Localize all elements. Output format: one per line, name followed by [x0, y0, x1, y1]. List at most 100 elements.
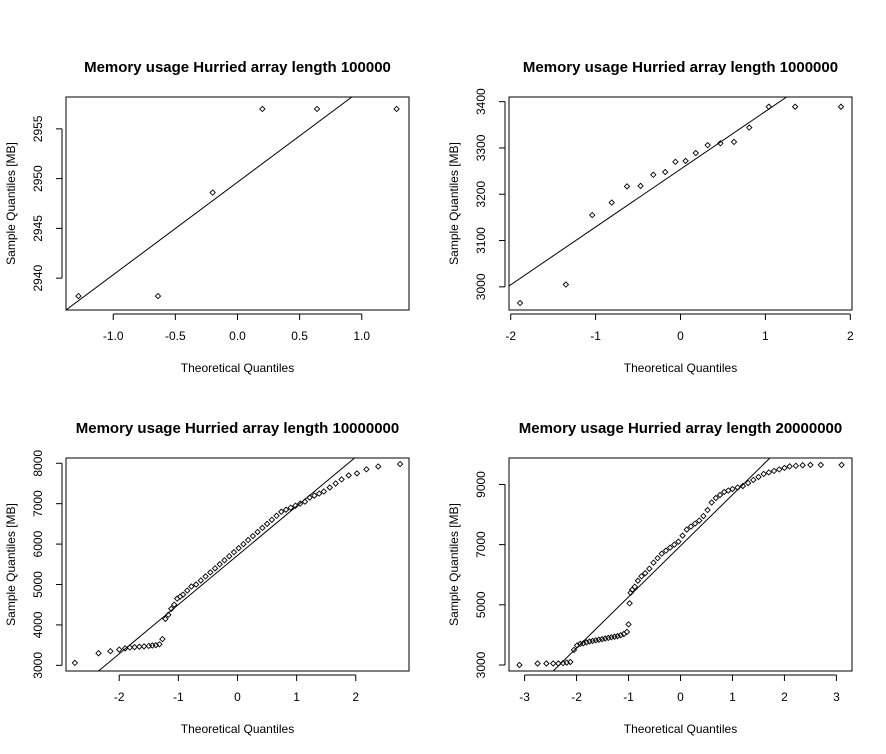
- data-point: [562, 281, 570, 288]
- data-point: [296, 500, 304, 507]
- data-point: [516, 299, 524, 307]
- data-point: [301, 498, 309, 505]
- data-point: [608, 199, 615, 206]
- data-point: [662, 547, 670, 554]
- y-tick-label: 7000: [31, 490, 45, 517]
- data-point: [641, 569, 649, 577]
- data-point: [162, 615, 169, 623]
- y-tick-label: 2955: [31, 115, 45, 142]
- data-point: [637, 182, 644, 190]
- x-tick-label: 2: [847, 329, 854, 343]
- qq-reference-line: [66, 97, 353, 310]
- data-point: [576, 640, 584, 648]
- data-point: [623, 628, 631, 636]
- qq-reference-line: [552, 458, 771, 671]
- data-point: [396, 460, 404, 468]
- data-point: [592, 637, 600, 644]
- data-point: [646, 565, 653, 572]
- y-tick-label: 3400: [474, 88, 488, 115]
- data-point: [115, 646, 123, 653]
- data-point: [230, 548, 238, 556]
- data-point: [654, 554, 661, 562]
- data-point: [729, 485, 736, 493]
- data-point: [235, 544, 242, 552]
- x-tick-label: 0: [677, 329, 684, 343]
- data-point: [168, 605, 175, 612]
- data-point: [156, 641, 163, 648]
- data-point: [716, 491, 724, 499]
- x-tick-label: -1: [173, 690, 184, 704]
- data-point: [765, 103, 773, 110]
- x-axis-label: Theoretical Quantiles: [181, 722, 294, 736]
- data-point: [744, 479, 752, 487]
- data-point: [326, 484, 333, 491]
- x-tick-label: -1: [623, 690, 634, 704]
- y-axis-label: Sample Quantiles [MB]: [447, 503, 461, 626]
- data-point: [589, 637, 596, 645]
- data-point: [626, 600, 633, 607]
- data-point: [188, 583, 195, 590]
- y-tick-label: 2940: [31, 264, 45, 291]
- data-point: [781, 464, 788, 472]
- data-point: [159, 635, 166, 643]
- data-point: [393, 105, 400, 113]
- x-tick-label: 1: [762, 329, 769, 343]
- x-tick-label: -2: [114, 690, 125, 704]
- data-point: [315, 490, 323, 497]
- chart-title: Memory usage Hurried array length 100000…: [523, 59, 838, 76]
- data-point: [666, 544, 674, 551]
- data-point: [605, 634, 612, 642]
- data-point: [244, 536, 252, 544]
- data-point: [755, 473, 762, 481]
- data-point: [71, 659, 79, 667]
- x-tick-label: 2: [781, 690, 788, 704]
- plot-frame: [65, 457, 410, 672]
- x-tick-label: -0.5: [165, 329, 186, 343]
- chart-title: Memory usage Hurried array length 200000…: [519, 420, 842, 437]
- chart-title: Memory usage Hurried array length 100000: [84, 59, 391, 76]
- data-point: [363, 466, 370, 473]
- data-point: [765, 469, 773, 476]
- x-tick-label: 0.0: [229, 329, 246, 343]
- data-point: [207, 569, 214, 576]
- x-axis-label: Theoretical Quantiles: [624, 361, 737, 375]
- data-point: [268, 516, 276, 524]
- data-point: [671, 541, 678, 548]
- y-tick-label: 3000: [474, 273, 488, 300]
- data-point: [225, 552, 233, 560]
- data-point: [682, 157, 689, 165]
- plot-area: [71, 458, 404, 671]
- data-point: [638, 572, 645, 580]
- data-point: [791, 103, 799, 110]
- data-point: [672, 158, 679, 166]
- data-point: [140, 643, 148, 650]
- x-tick-label: 1: [729, 690, 736, 704]
- x-tick-label: 1: [293, 690, 300, 704]
- data-point: [807, 461, 814, 469]
- data-point: [580, 640, 587, 647]
- data-point: [695, 517, 703, 524]
- data-point: [209, 189, 216, 196]
- data-point: [313, 105, 321, 113]
- data-point: [311, 492, 318, 499]
- data-point: [259, 524, 266, 532]
- data-point: [240, 540, 247, 548]
- data-point: [625, 621, 632, 628]
- data-point: [152, 641, 160, 649]
- data-point: [192, 581, 200, 588]
- data-point: [631, 583, 639, 590]
- data-point: [704, 141, 711, 149]
- data-point: [567, 658, 574, 666]
- data-point: [658, 550, 666, 557]
- data-point: [375, 463, 382, 470]
- x-tick-label: 3: [833, 690, 840, 704]
- qq-panel-2: Memory usage Hurried array length 100000…: [447, 59, 854, 375]
- y-tick-label: 3000: [474, 651, 488, 678]
- data-point: [601, 635, 609, 642]
- data-point: [750, 476, 757, 484]
- data-point: [708, 499, 715, 506]
- y-tick-label: 3300: [474, 134, 488, 161]
- data-point: [555, 660, 562, 667]
- data-point: [543, 660, 550, 667]
